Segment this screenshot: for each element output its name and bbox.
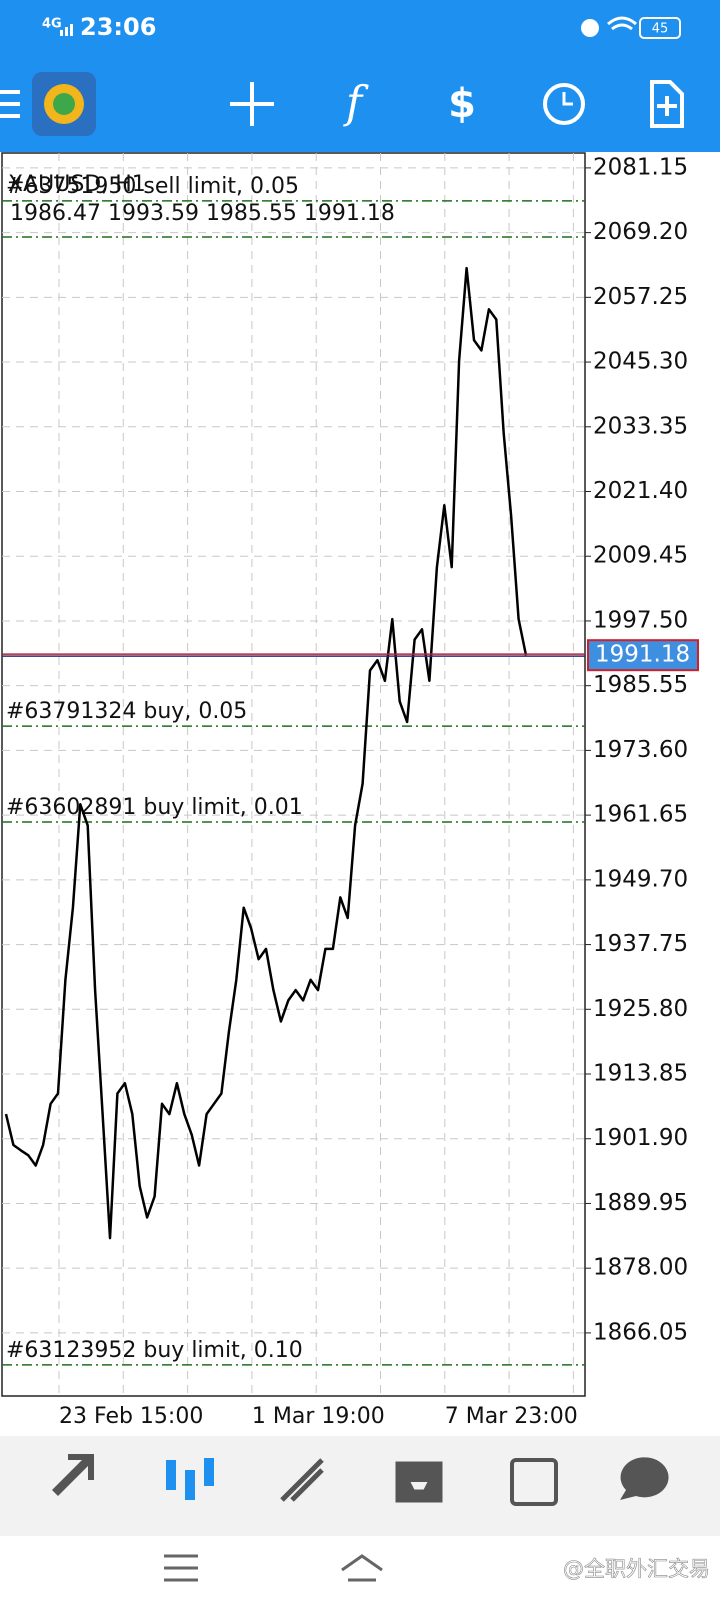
y-tick-label: 1889.95	[593, 1190, 688, 1216]
system-nav	[0, 1536, 720, 1600]
news-tab[interactable]	[510, 1458, 558, 1506]
order-label: #63751950 sell limit, 0.05	[6, 174, 299, 199]
y-tick-label: 2033.35	[593, 413, 688, 439]
watermark: @全职外汇交易	[563, 1557, 710, 1581]
chart-title: XAUUSD, H1	[8, 172, 146, 197]
price-line	[4, 266, 528, 1240]
trade-button[interactable]: $	[448, 81, 476, 127]
x-tick-label: 23 Feb 15:00	[59, 1404, 203, 1429]
network: 4G	[42, 17, 62, 32]
x-tick-label: 1 Mar 19:00	[252, 1404, 385, 1429]
y-tick-label: 2069.20	[593, 219, 688, 245]
y-tick-label: 2021.40	[593, 478, 688, 504]
y-tick-label: 2009.45	[593, 543, 688, 569]
battery	[639, 17, 681, 39]
y-tick-label: 1925.80	[593, 996, 688, 1022]
wifi-icon	[607, 16, 637, 31]
menu-button[interactable]	[0, 90, 20, 118]
x-tick-label: 7 Mar 23:00	[445, 1404, 578, 1429]
y-tick-label: 1913.85	[593, 1061, 688, 1087]
y-tick-label: 2057.25	[593, 284, 688, 310]
plot-frame	[1, 152, 586, 1397]
y-tick-label: 1949.70	[593, 866, 688, 892]
chart-tab[interactable]	[166, 1458, 214, 1500]
y-tick-label: 1973.60	[593, 737, 688, 763]
order-label: #63791324 buy, 0.05	[6, 699, 247, 724]
battery-level: 45	[652, 22, 669, 37]
y-tick-label: 1878.00	[593, 1255, 688, 1281]
trade-tab[interactable]	[280, 1458, 324, 1502]
quotes-tab[interactable]	[52, 1454, 94, 1496]
header-bg	[0, 0, 720, 152]
bid-label: 1991.18	[595, 642, 690, 668]
y-tick-label: 1937.75	[593, 931, 688, 957]
template-button[interactable]	[650, 80, 684, 128]
alarm-icon	[581, 19, 599, 37]
y-tick-label: 1997.50	[593, 607, 688, 633]
bottom-nav	[0, 1436, 720, 1536]
signal	[60, 24, 73, 36]
clock: 23:06	[80, 13, 156, 41]
period-button[interactable]	[543, 83, 585, 125]
system-menu[interactable]	[164, 1554, 198, 1582]
y-tick-label: 2045.30	[593, 349, 688, 375]
chat-tab[interactable]	[620, 1457, 669, 1500]
order-label: #63602891 buy limit, 0.01	[6, 795, 303, 820]
y-tick-label: 1985.55	[593, 672, 688, 698]
bid-box	[587, 639, 699, 672]
chart: 23 Feb 15:00 1 Mar 19:00 7 Mar 23:00 2081.1…	[1, 152, 699, 1429]
y-tick-label: 1866.05	[593, 1319, 688, 1345]
history-tab[interactable]	[395, 1461, 443, 1503]
crosshair-button[interactable]	[230, 82, 274, 126]
y-tick-label: 2081.15	[593, 154, 688, 180]
order-label: #63123952 buy limit, 0.10	[6, 1338, 303, 1363]
system-home[interactable]	[341, 1554, 383, 1582]
y-tick-label: 1901.90	[593, 1125, 688, 1151]
y-tick-label: 1961.65	[593, 802, 688, 828]
ohlc: 1986.47 1993.59 1985.55 1991.18	[10, 201, 395, 226]
